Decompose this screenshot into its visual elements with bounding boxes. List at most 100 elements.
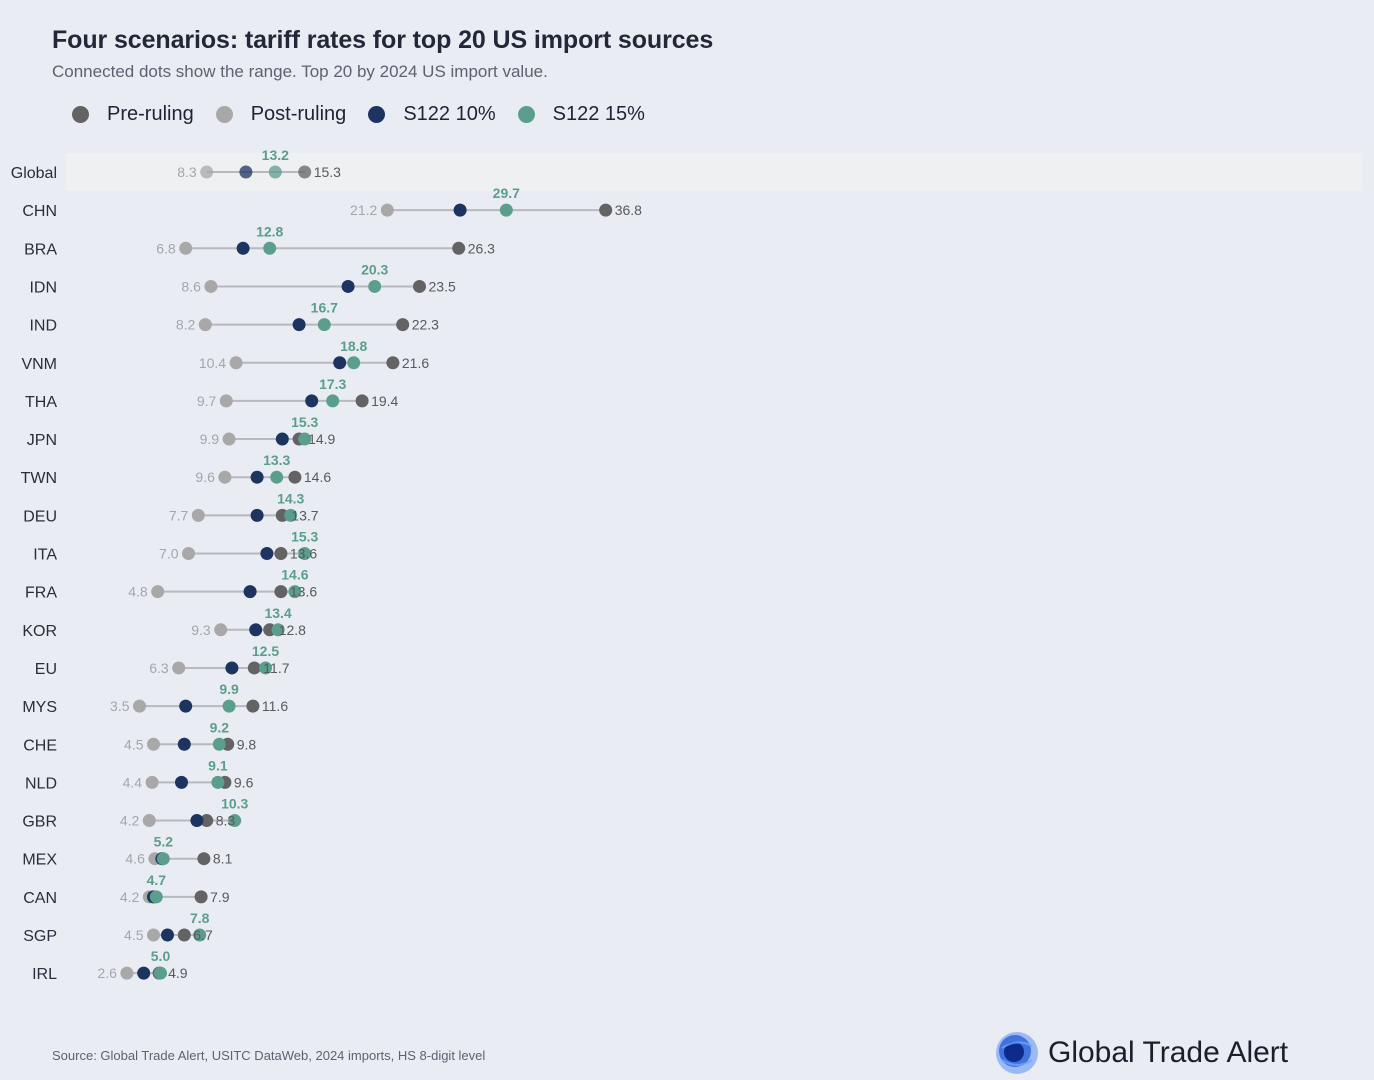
dot-post-ruling-chn — [380, 203, 394, 217]
label-s122-15-fra: 14.6 — [281, 567, 308, 583]
row-label-nld: NLD — [25, 775, 57, 792]
label-pre-ruling-mex: 8.1 — [213, 851, 233, 867]
label-pre-ruling-tha: 19.4 — [371, 393, 398, 409]
dot-s122-10-bra — [236, 241, 250, 255]
legend-marker-post-ruling — [215, 105, 233, 123]
dot-s122-15-tha — [326, 394, 340, 408]
dot-post-ruling-fra — [151, 585, 165, 599]
label-post-ruling-kor: 9.3 — [191, 622, 211, 638]
dot-s122-10-jpn — [275, 432, 289, 446]
row-label-fra: FRA — [25, 585, 57, 602]
row-label-mys: MYS — [22, 699, 57, 716]
label-post-ruling-bra: 6.8 — [156, 240, 176, 256]
dot-post-ruling-gbr — [142, 814, 156, 828]
label-pre-ruling-irl: 4.9 — [168, 965, 188, 981]
dot-pre-ruling-eu — [247, 661, 261, 675]
legend: Pre-ruling Post-ruling S122 10% S122 15% — [72, 100, 667, 128]
dot-s122-10-nld — [175, 775, 188, 789]
brand-lockup: Global Trade Alert — [994, 1030, 1288, 1076]
dot-post-ruling-nld — [145, 775, 159, 789]
label-post-ruling-ind: 8.2 — [176, 317, 196, 333]
label-s122-15-can: 4.7 — [147, 872, 167, 888]
dot-s122-10-ita — [260, 547, 274, 560]
label-s122-15-ind: 16.7 — [311, 300, 338, 316]
dot-pre-ruling-ita — [274, 547, 288, 560]
label-s122-15-jpn: 15.3 — [291, 414, 318, 430]
label-post-ruling-global: 8.3 — [177, 164, 197, 180]
legend-item-post-ruling: Post-ruling — [215, 103, 346, 126]
row-label-chn: CHN — [22, 203, 57, 220]
label-s122-15-bra: 12.8 — [256, 223, 283, 239]
label-pre-ruling-kor: 12.8 — [279, 622, 306, 638]
label-post-ruling-jpn: 9.9 — [200, 431, 220, 447]
legend-label-pre-ruling: Pre-ruling — [107, 102, 194, 125]
row-label-gbr: GBR — [22, 814, 57, 831]
label-pre-ruling-bra: 26.3 — [468, 240, 495, 256]
label-s122-15-gbr: 10.3 — [221, 796, 248, 812]
label-post-ruling-che: 4.5 — [124, 736, 144, 752]
dot-s122-15-sgp — [193, 928, 207, 942]
chart-title: Four scenarios: tariff rates for top 20 … — [52, 26, 714, 54]
label-post-ruling-fra: 4.8 — [128, 584, 148, 600]
row-label-tha: THA — [25, 394, 57, 411]
label-pre-ruling-idn: 23.5 — [429, 278, 456, 294]
dot-s122-10-deu — [250, 508, 264, 522]
label-s122-15-kor: 13.4 — [264, 605, 291, 621]
legend-item-s122-15: S122 15% — [517, 102, 645, 126]
legend-label-s122-10: S122 10% — [403, 102, 496, 125]
dot-s122-10-eu — [225, 661, 239, 675]
label-pre-ruling-global: 15.3 — [314, 164, 341, 180]
source-note: Source: Global Trade Alert, USITC DataWe… — [52, 1048, 486, 1063]
label-pre-ruling-gbr: 8.3 — [216, 813, 236, 829]
dot-s122-10-chn — [453, 203, 467, 217]
dot-post-ruling-irl — [120, 966, 134, 980]
label-pre-ruling-ind: 22.3 — [412, 317, 439, 333]
label-s122-15-che: 9.2 — [210, 719, 230, 735]
label-post-ruling-sgp: 4.5 — [124, 927, 144, 943]
label-post-ruling-mys: 3.5 — [110, 698, 130, 714]
label-pre-ruling-sgp: 6.7 — [193, 927, 213, 943]
dot-s122-15-nld — [211, 775, 225, 789]
row-label-che: CHE — [23, 737, 57, 754]
dot-s122-15-idn — [368, 279, 382, 293]
label-pre-ruling-chn: 36.8 — [615, 202, 642, 218]
label-post-ruling-can: 4.2 — [120, 889, 140, 905]
dot-s122-10-sgp — [161, 928, 174, 942]
dot-s122-15-irl — [154, 966, 167, 980]
dot-pre-ruling-twn — [288, 470, 302, 484]
dot-post-ruling-vnm — [229, 356, 243, 370]
label-s122-15-mys: 9.9 — [219, 681, 239, 697]
label-pre-ruling-can: 7.9 — [210, 889, 230, 905]
dot-s122-15-ita — [298, 547, 312, 560]
row-label-vnm: VNM — [21, 356, 57, 373]
legend-marker-s122-10 — [368, 105, 386, 123]
dot-pre-ruling-global — [298, 165, 312, 179]
label-s122-15-irl: 5.0 — [151, 948, 171, 964]
label-s122-15-twn: 13.3 — [263, 452, 290, 468]
dot-pre-ruling-gbr — [200, 814, 214, 828]
label-post-ruling-mex: 4.6 — [125, 851, 145, 867]
dot-s122-15-can — [149, 890, 163, 904]
legend-label-s122-15: S122 15% — [552, 102, 645, 125]
dot-post-ruling-idn — [204, 279, 218, 293]
row-label-ita: ITA — [33, 547, 57, 564]
dot-s122-10-mys — [179, 699, 193, 713]
label-post-ruling-idn: 8.6 — [181, 278, 201, 294]
label-pre-ruling-nld: 9.6 — [234, 774, 254, 790]
label-pre-ruling-eu: 11.7 — [263, 660, 289, 676]
dot-s122-15-che — [212, 737, 226, 751]
dot-post-ruling-ind — [198, 318, 212, 332]
label-post-ruling-tha: 9.7 — [197, 393, 217, 409]
label-pre-ruling-jpn: 14.9 — [308, 431, 335, 447]
dot-s122-15-eu — [259, 661, 272, 675]
label-post-ruling-twn: 9.6 — [195, 469, 215, 485]
dot-post-ruling-kor — [214, 623, 228, 637]
row-label-mex: MEX — [22, 852, 57, 869]
label-post-ruling-ita: 7.0 — [159, 546, 179, 562]
label-post-ruling-nld: 4.4 — [123, 774, 143, 790]
dot-post-ruling-global — [200, 165, 214, 179]
legend-item-s122-10: S122 10% — [368, 102, 496, 126]
dot-s122-15-global — [268, 165, 282, 179]
label-pre-ruling-che: 9.8 — [237, 736, 257, 752]
label-s122-15-sgp: 7.8 — [190, 910, 210, 926]
